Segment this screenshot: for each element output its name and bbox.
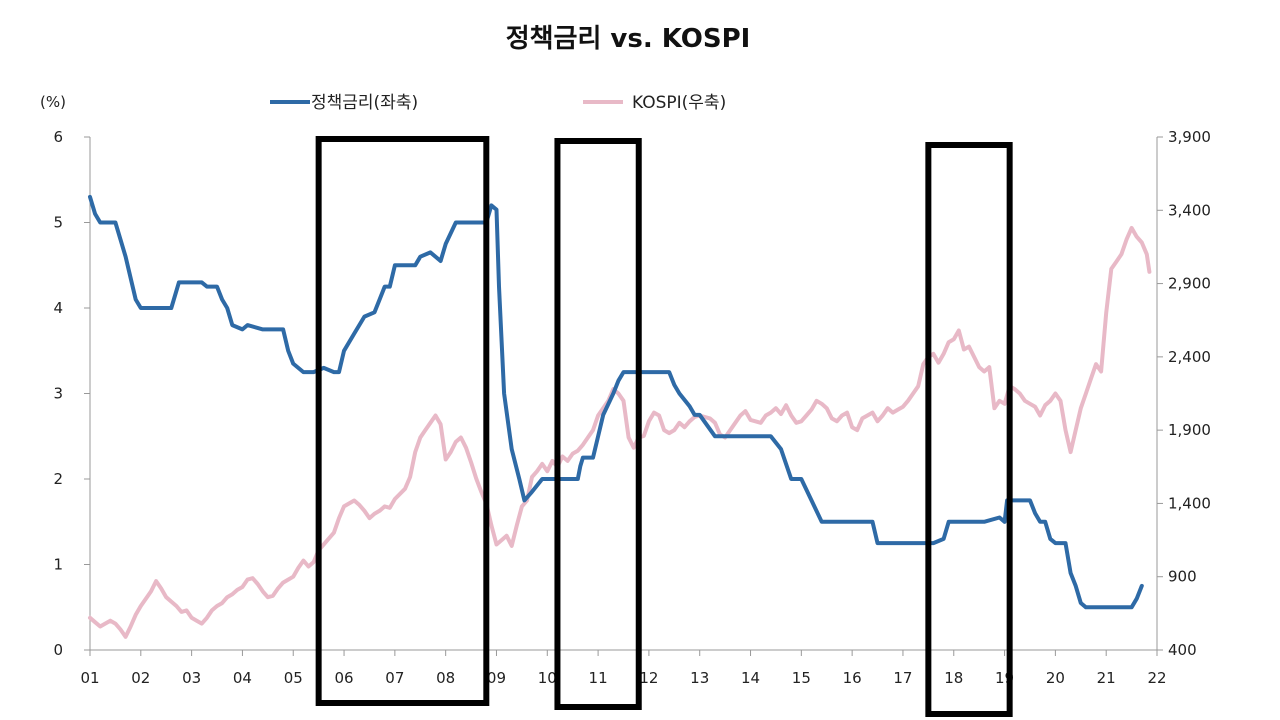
y-right-tick-label: 3,400 xyxy=(1168,201,1211,219)
series-layer xyxy=(88,194,1152,639)
highlight-box xyxy=(315,136,490,706)
x-tick-label: 02 xyxy=(131,669,150,687)
x-tick-label: 13 xyxy=(690,669,709,687)
y-right-tick-label: 1,400 xyxy=(1168,494,1211,512)
y-left-tick-label: 6 xyxy=(53,128,63,146)
x-tick-label: 15 xyxy=(792,669,811,687)
legend-kospi-label: KOSPI(우축) xyxy=(632,93,726,113)
x-tick-label: 16 xyxy=(843,669,862,687)
x-tick-label: 06 xyxy=(335,669,354,687)
x-tick-label: 01 xyxy=(80,669,99,687)
x-tick-label: 09 xyxy=(487,669,506,687)
y-right-tick-label: 2,900 xyxy=(1168,275,1211,293)
x-tick-label: 14 xyxy=(741,669,760,687)
y-right-tick-label: 400 xyxy=(1168,641,1197,659)
x-tick-label: 17 xyxy=(893,669,912,687)
x-tick-label: 10 xyxy=(538,669,557,687)
legend-policy-rate-label: 정책금리(좌축) xyxy=(311,93,418,113)
legend: 정책금리(좌축) KOSPI(우축) xyxy=(270,93,726,113)
y-right-tick-label: 900 xyxy=(1168,568,1197,586)
x-tick-label: 18 xyxy=(944,669,963,687)
y-left-tick-label: 3 xyxy=(53,385,63,403)
y-left-tick-label: 2 xyxy=(53,470,63,488)
y-left-tick-label: 1 xyxy=(53,556,63,574)
y-left-tick-label: 0 xyxy=(53,641,63,659)
y-right-tick-label: 3,900 xyxy=(1168,128,1211,146)
y-left-unit: (%) xyxy=(40,93,66,111)
highlight-box xyxy=(554,138,642,710)
highlight-box xyxy=(925,142,1013,717)
y-right-tick-label: 1,900 xyxy=(1168,421,1211,439)
x-tick-label: 04 xyxy=(233,669,252,687)
highlight-boxes xyxy=(315,136,1013,717)
kospi-line xyxy=(88,225,1152,639)
x-tick-label: 11 xyxy=(589,669,608,687)
x-tick-label: 05 xyxy=(284,669,303,687)
x-tick-label: 03 xyxy=(182,669,201,687)
x-tick-label: 07 xyxy=(385,669,404,687)
x-tick-label: 22 xyxy=(1147,669,1166,687)
y-left-tick-label: 5 xyxy=(53,214,63,232)
x-tick-label: 21 xyxy=(1097,669,1116,687)
x-tick-label: 20 xyxy=(1046,669,1065,687)
x-tick-label: 08 xyxy=(436,669,455,687)
x-tick-label: 12 xyxy=(639,669,658,687)
axes: 01234564009001,4001,9002,4002,9003,4003,… xyxy=(53,128,1211,687)
chart-title: 정책금리 vs. KOSPI xyxy=(506,24,751,54)
y-right-tick-label: 2,400 xyxy=(1168,348,1211,366)
y-left-tick-label: 4 xyxy=(53,299,63,317)
policy-rate-line xyxy=(88,194,1144,610)
